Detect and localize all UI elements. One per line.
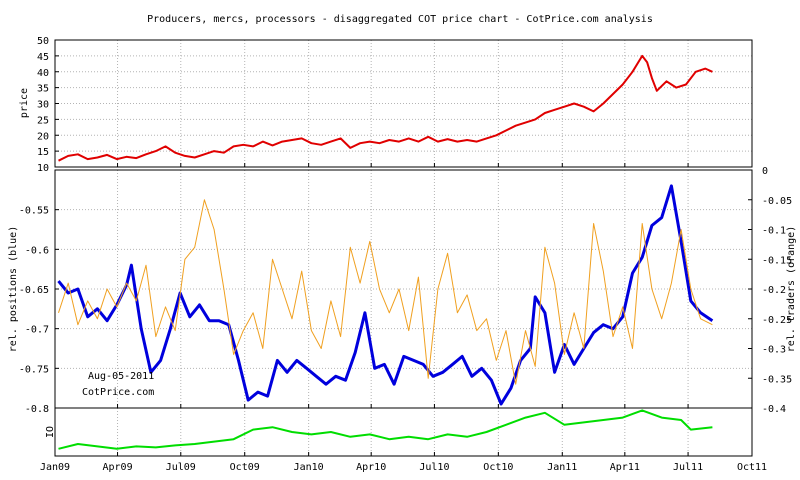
source-annotation: CotPrice.com <box>82 387 154 398</box>
oi-panel: OI <box>43 407 753 457</box>
y-right-tick-label: -0.2 <box>762 285 786 296</box>
y-tick-label: -0.55 <box>19 206 49 217</box>
y-tick-label: -0.75 <box>19 364 49 375</box>
positions-axis-label: rel. positions (blue) <box>8 226 19 352</box>
y-tick-label: 45 <box>37 52 49 63</box>
price-panel-frame <box>54 39 753 168</box>
y-right-tick-label: -0.3 <box>762 345 786 356</box>
y-tick-label: 50 <box>37 36 49 47</box>
positions-series-line-0 <box>57 184 714 406</box>
y-tick-label: 35 <box>37 84 49 95</box>
oi-axis-label: OI <box>43 426 54 438</box>
x-tick-label: Jul10 <box>419 462 449 473</box>
positions-series-line-1 <box>58 199 713 385</box>
y-tick-label: -0.6 <box>25 245 49 256</box>
x-tick-label: Oct11 <box>737 462 767 473</box>
y-right-tick-label: -0.25 <box>762 315 792 326</box>
y-tick-label: 40 <box>37 68 49 79</box>
x-tick-label: Jan11 <box>547 462 577 473</box>
x-tick-label: Apr09 <box>102 462 132 473</box>
y-tick-label: -0.8 <box>25 404 49 415</box>
y-right-tick-label: -0.05 <box>762 196 792 207</box>
price-panel: 10 15 20 25 30 35 40 45 50 price <box>19 36 753 174</box>
y-tick-label: 20 <box>37 131 49 142</box>
x-tick-label: Apr11 <box>610 462 640 473</box>
price-axis-label: price <box>19 88 30 118</box>
x-tick-label: Jul11 <box>673 462 703 473</box>
chart-title: Producers, mercs, processors - disaggreg… <box>147 14 653 25</box>
y-right-tick-label: -0.35 <box>762 374 792 385</box>
y-right-tick-label: -0.4 <box>762 404 786 415</box>
y-tick-label: -0.65 <box>19 285 49 296</box>
oi-series-line-0 <box>58 409 713 450</box>
x-tick-label: Oct10 <box>483 462 513 473</box>
y-right-tick-label: -0.15 <box>762 255 792 266</box>
y-right-tick-label: 0 <box>762 166 768 177</box>
date-annotation: Aug-05-2011 <box>88 371 154 382</box>
y-tick-label: 10 <box>37 163 49 174</box>
traders-axis-label: rel. traders (orange) <box>786 226 797 352</box>
y-tick-label: 15 <box>37 147 49 158</box>
x-tick-label: Oct09 <box>230 462 260 473</box>
x-axis-ticks: Jan09 Apr09 Jul09 Oct09 Jan10 Apr10 Jul10 Oct10… <box>40 462 767 473</box>
x-tick-label: Jul09 <box>166 462 196 473</box>
y-right-tick-label: -0.1 <box>762 226 786 237</box>
x-tick-label: Apr10 <box>356 462 386 473</box>
positions-panel: -0.8 -0.75 -0.7 -0.65 -0.6 -0.55 -0.4 -0.35 -0.… <box>8 166 797 415</box>
oi-panel-frame <box>54 407 753 457</box>
y-tick-label: 25 <box>37 115 49 126</box>
x-tick-label: Jan09 <box>40 462 70 473</box>
y-tick-label: 30 <box>37 100 49 111</box>
price-series-line-0 <box>58 54 713 162</box>
x-tick-label: Jan10 <box>294 462 324 473</box>
y-tick-label: -0.7 <box>25 325 49 336</box>
